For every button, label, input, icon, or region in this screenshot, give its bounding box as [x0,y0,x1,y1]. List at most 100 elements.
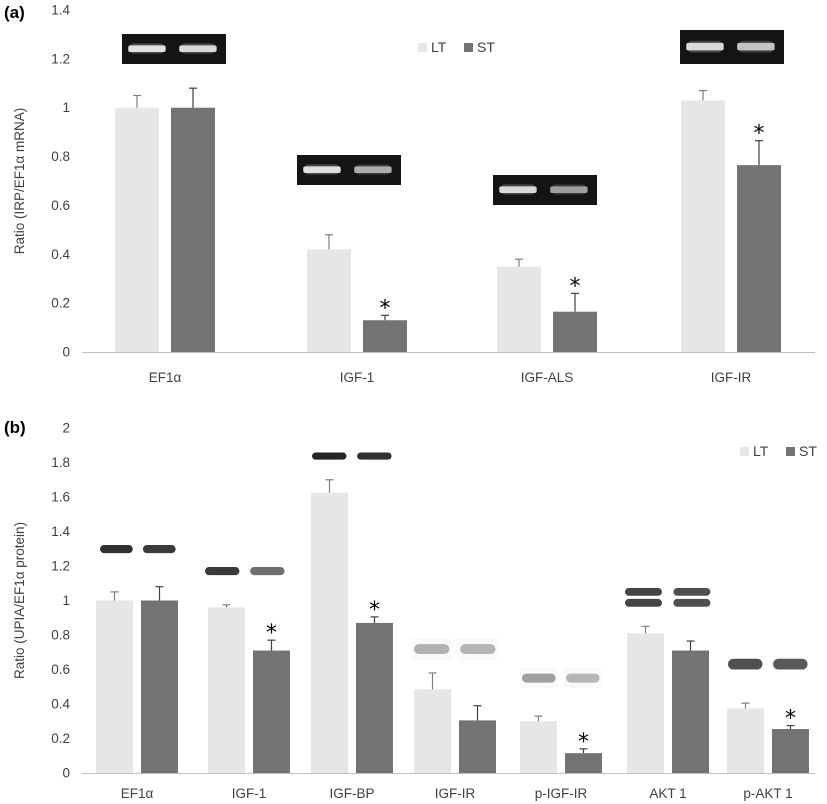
x-tick-label: IGF-IR [711,370,752,385]
bar-st [553,311,597,352]
blot-background [520,668,558,688]
blot-background [412,638,452,660]
significance-star: * [266,621,277,646]
bar-lt [497,266,541,352]
significance-star: * [785,707,796,732]
bar-st [672,650,709,773]
bar-st [141,600,178,773]
x-tick-label: p-IGF-IR [535,786,588,801]
x-tick-label: IGF-IR [435,786,476,801]
y-tick-label: 0 [62,766,70,781]
x-tick-label: IGF-1 [232,786,267,801]
bar-lt [414,689,451,773]
blot-band [522,673,556,683]
legend-label: ST [477,39,495,55]
bar-lt [681,100,725,352]
gel-band [686,42,724,51]
y-tick-label: 1.4 [51,3,70,18]
y-tick-label: 0.8 [51,628,70,643]
y-tick-label: 0.2 [51,731,70,746]
y-tick-label: 1 [62,100,70,115]
gel-band [550,186,588,193]
blot-band [250,567,285,576]
significance-star: * [570,274,581,299]
significance-star: * [380,296,391,321]
blot-band [357,452,392,460]
y-tick-label: 1.2 [51,559,70,574]
blot-band [414,644,450,655]
significance-star: * [369,598,380,623]
blot-band [142,545,176,554]
legend-label: ST [799,443,817,459]
x-tick-label: EF1α [149,370,182,385]
blot-background [458,638,498,660]
blot-background [564,668,602,688]
bar-st [171,107,215,352]
gel-band [354,166,392,173]
significance-star: * [754,122,765,147]
bar-lt [311,492,348,773]
bar-lt [727,708,764,773]
blot-band [625,598,662,607]
blot-band [673,588,711,596]
x-tick-label: AKT 1 [649,786,686,801]
gel-band-glow [501,184,535,195]
panel-label: (a) [4,3,25,22]
x-tick-label: EF1α [121,786,154,801]
bar-lt [520,721,557,773]
bar-st [737,165,781,352]
y-tick-label: 0.6 [51,662,70,677]
gel-band-glow [181,43,215,54]
blot-band [460,644,496,655]
gel-band [128,45,166,52]
bar-st [363,320,407,352]
y-tick-label: 0.4 [51,247,70,262]
legend-swatch-lt [740,447,749,456]
blot-band [312,452,347,460]
gel-band-glow [688,40,722,53]
y-tick-label: 0 [62,345,70,360]
y-tick-label: 0.2 [51,296,70,311]
legend-label: LT [753,443,769,459]
y-tick-label: 1.8 [51,455,70,470]
y-axis-label: Ratio (UPIA/EF1α protein) [12,522,27,679]
blot-band [205,567,240,576]
significance-star: * [578,730,589,755]
y-axis-label: Ratio (IRP/EF1α mRNA) [12,108,27,255]
x-tick-label: IGF-BP [329,786,374,801]
gel-band [179,45,217,52]
bar-st [459,720,496,773]
y-tick-label: 1 [62,593,70,608]
legend-swatch-st [464,43,473,52]
bar-lt [627,633,664,773]
y-tick-label: 1.4 [51,524,70,539]
bar-lt [307,249,351,352]
x-tick-label: IGF-ALS [521,370,574,385]
gel-band [303,166,341,173]
bar-st [565,753,602,773]
y-tick-label: 0.6 [51,198,70,213]
y-tick-label: 1.6 [51,490,70,505]
y-tick-label: 1.2 [51,51,70,66]
x-tick-label: p-AKT 1 [743,786,792,801]
bar-lt [208,607,245,773]
legend-swatch-st [786,447,795,456]
bar-st [356,622,393,773]
blot-band [100,545,133,554]
bar-st [772,729,809,773]
gel-band-glow [739,40,773,53]
y-tick-label: 0.8 [51,149,70,164]
blot-band [625,588,662,596]
gel-band-glow [130,43,164,54]
gel-band [499,186,537,193]
panel-label: (b) [4,418,26,437]
blot-band [728,658,763,670]
bar-lt [115,107,159,352]
legend-label: LT [431,39,447,55]
bar-lt [96,600,133,773]
legend-swatch-lt [418,43,427,52]
gel-band-glow [305,164,339,175]
x-tick-label: IGF-1 [340,370,375,385]
blot-band [566,673,600,683]
y-tick-label: 2 [62,421,70,436]
